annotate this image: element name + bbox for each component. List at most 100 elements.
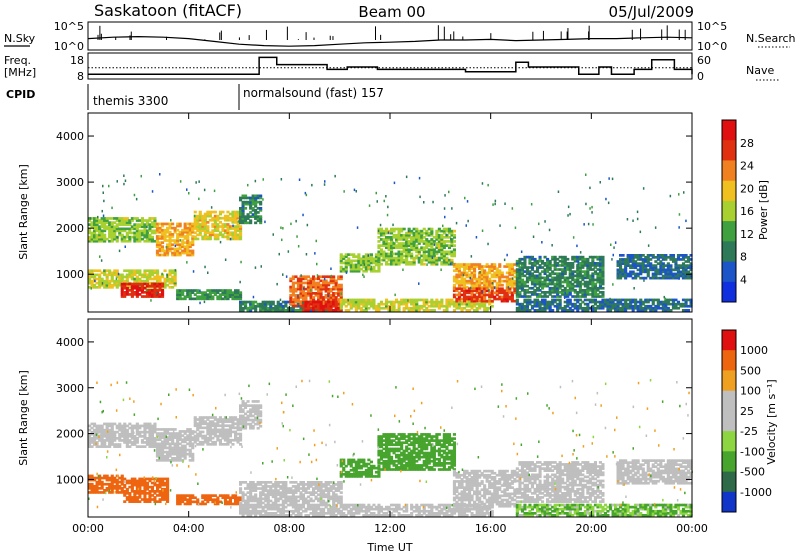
echo-cell [102, 214, 105, 217]
echo-cell [551, 278, 555, 282]
echo-cell [616, 304, 620, 308]
echo-cell [556, 280, 560, 284]
echo-cell [588, 278, 592, 282]
echo-cell [445, 302, 449, 306]
cpid-panel: CPID themis 3300 normalsound (fast) 157 [6, 84, 384, 110]
echo-cell [171, 281, 175, 285]
echo-cell [241, 400, 245, 403]
echo-cell [400, 256, 404, 260]
echo-cell [485, 309, 489, 312]
echo-cell [601, 306, 605, 310]
echo-cell [616, 262, 620, 265]
echo-cell [168, 434, 172, 437]
echo-cell [354, 259, 358, 263]
echo-cell [113, 269, 117, 273]
echo-cell [211, 297, 215, 301]
echo-cell [259, 412, 263, 416]
echo-cell [241, 202, 245, 206]
echo-cell [125, 282, 129, 286]
echo-cell [246, 217, 250, 220]
echo-cell [93, 491, 97, 494]
echo-cell [408, 230, 410, 233]
echo-cell [536, 302, 540, 306]
echo-cell [105, 487, 109, 490]
echo-cell [291, 309, 295, 312]
echo-cell [231, 227, 235, 230]
echo-cell [319, 302, 323, 306]
echo-cell [163, 450, 167, 454]
echo-cell [196, 218, 200, 222]
echo-cell [463, 263, 467, 266]
echo-cell [306, 302, 311, 305]
echo-cell [163, 253, 167, 257]
echo-cell [173, 434, 177, 437]
echo-cell [437, 248, 441, 252]
echo-cell [679, 274, 683, 278]
echo-cell [571, 302, 575, 306]
echo-cell [231, 235, 235, 239]
echo-cell [120, 233, 124, 237]
echo-cell [304, 309, 308, 312]
echo-cell [241, 213, 245, 216]
echo-cell [221, 210, 225, 214]
echo-cell [306, 294, 311, 297]
echo-cell [156, 273, 160, 277]
echo-cell [674, 258, 678, 261]
echo-cell [178, 224, 182, 228]
echo-cell [473, 273, 477, 277]
echo-cell [400, 258, 404, 262]
echo-cell [221, 227, 225, 230]
echo-cell [128, 441, 132, 444]
echo-cell [244, 194, 248, 198]
echo-cell [181, 239, 185, 242]
echo-cell [95, 219, 99, 222]
echo-cell [445, 227, 449, 231]
echo-cell [178, 293, 182, 296]
echo-cell [515, 302, 519, 306]
echo-cell [140, 279, 145, 283]
echo-cell [342, 269, 346, 273]
echo-cell [291, 287, 295, 291]
echo-cell [671, 272, 676, 276]
echo-cell [598, 266, 603, 269]
echo-cell [254, 221, 258, 225]
echo-cell [666, 298, 670, 302]
echo-cell [576, 244, 578, 248]
echo-cell [457, 286, 462, 289]
echo-cell [387, 242, 391, 245]
echo-cell [161, 222, 165, 226]
echo-cell [186, 436, 190, 439]
echo-cell [312, 306, 316, 310]
echo-cell [450, 260, 454, 264]
echo-cell [329, 300, 333, 303]
echo-cell [166, 251, 170, 255]
echo-cell [206, 424, 210, 428]
echo-cell [533, 264, 537, 267]
echo-cell [176, 243, 180, 247]
echo-cell [108, 235, 112, 239]
echo-cell [163, 444, 167, 448]
echo-cell [649, 254, 653, 257]
echo-cell [256, 418, 260, 422]
echo-cell [309, 300, 313, 304]
echo-cell [241, 200, 245, 204]
echo-cell [468, 300, 472, 304]
echo-cell [563, 259, 567, 263]
echo-cell [128, 237, 132, 241]
echo-cell [211, 443, 215, 446]
echo-cell [148, 271, 152, 275]
echo-cell [407, 262, 411, 266]
echo-cell [543, 304, 547, 308]
echo-cell [649, 268, 653, 272]
echo-cell [95, 239, 99, 243]
echo-cell [211, 440, 215, 444]
echo-cell [598, 272, 603, 276]
echo-cell [508, 283, 512, 287]
echo-cell [639, 302, 643, 306]
echo-cell [571, 270, 575, 273]
echo-cell [601, 298, 605, 302]
echo-cell [639, 254, 643, 257]
echo-cell [314, 292, 318, 295]
echo-cell [324, 302, 328, 306]
echo-cell [218, 432, 223, 436]
